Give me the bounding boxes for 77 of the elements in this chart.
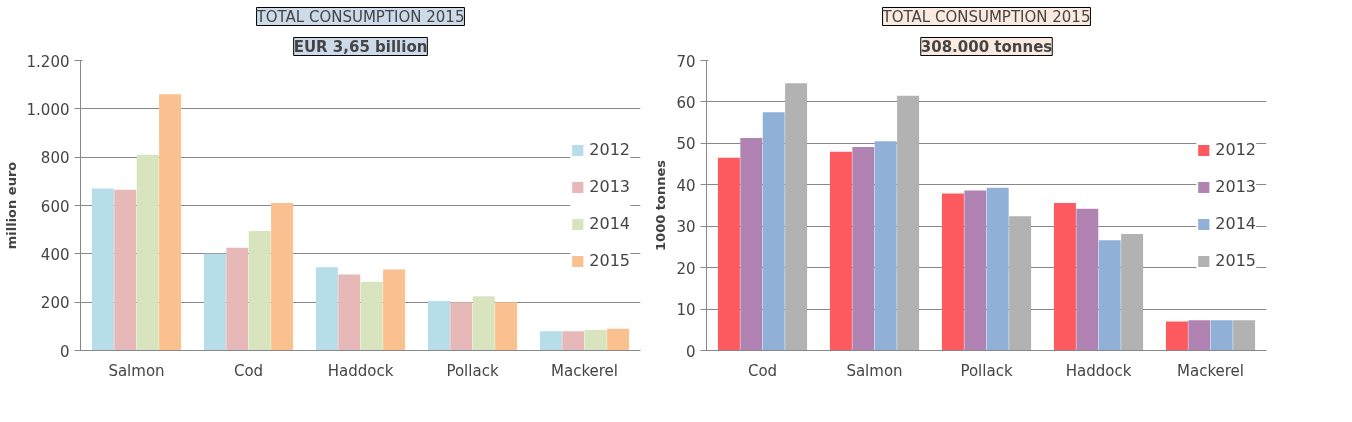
- y-tick-label: 0: [685, 342, 696, 361]
- bar: [495, 302, 518, 351]
- bar: [762, 112, 785, 351]
- legend-label: 2014: [589, 214, 630, 233]
- bar: [829, 151, 852, 351]
- bar: [852, 147, 875, 351]
- x-tick-label: Haddock: [1065, 361, 1132, 380]
- x-tick-label: Cod: [233, 361, 264, 380]
- x-tick-label: Salmon: [846, 361, 903, 380]
- y-tick-label: 600: [40, 197, 70, 216]
- y-tick-label: 400: [40, 245, 70, 264]
- bar: [248, 230, 271, 351]
- y-tick-label: 70: [676, 52, 696, 71]
- bar: [1165, 321, 1188, 351]
- bar: [271, 203, 294, 351]
- bar: [315, 267, 338, 351]
- x-tick-label: Salmon: [108, 361, 165, 380]
- bar: [539, 331, 562, 351]
- bar: [1210, 320, 1233, 351]
- bar: [1233, 320, 1256, 351]
- bar: [897, 95, 920, 351]
- bar: [964, 190, 987, 351]
- legend-label: 2012: [1215, 140, 1256, 159]
- bar: [584, 329, 607, 351]
- bar: [114, 189, 137, 351]
- bar: [874, 141, 897, 351]
- legend-label: 2015: [589, 251, 630, 270]
- bar: [159, 94, 182, 351]
- bar: [562, 331, 585, 351]
- bar: [1188, 320, 1211, 351]
- bar: [360, 281, 383, 351]
- x-tick-label: Pollack: [446, 361, 499, 380]
- bar: [91, 188, 114, 351]
- bar: [203, 253, 226, 351]
- x-tick-label: Haddock: [327, 361, 394, 380]
- y-axis-title: 1000 tonnes: [653, 159, 669, 251]
- bar: [1053, 203, 1076, 351]
- bar: [383, 269, 406, 351]
- bar: [427, 300, 450, 351]
- bar: [472, 296, 495, 351]
- bar: [136, 154, 159, 351]
- bar: [1098, 240, 1121, 351]
- y-tick-label: 0: [59, 342, 70, 361]
- y-tick-label: 1.200: [26, 52, 70, 71]
- legend-label: 2014: [1215, 214, 1256, 233]
- y-tick-label: 40: [676, 176, 696, 195]
- chart-subtitle: EUR 3,65 billion: [293, 37, 428, 56]
- legend-label: 2012: [589, 140, 630, 159]
- bar: [785, 83, 808, 351]
- y-tick-label: 10: [676, 301, 696, 320]
- y-tick-label: 800: [40, 149, 70, 168]
- x-tick-label: Mackerel: [551, 361, 618, 380]
- bar: [1076, 208, 1099, 351]
- bar: [740, 137, 763, 351]
- bar: [717, 157, 740, 351]
- y-tick-label: 30: [676, 218, 696, 237]
- y-tick-label: 60: [676, 93, 696, 112]
- x-tick-label: Cod: [747, 361, 778, 380]
- bar: [941, 193, 964, 351]
- x-tick-label: Pollack: [960, 361, 1013, 380]
- y-tick-label: 1.000: [26, 100, 70, 119]
- y-axis-title: million euro: [3, 161, 19, 250]
- legend-label: 2013: [589, 177, 630, 196]
- legend-label: 2015: [1215, 251, 1256, 270]
- legend-label: 2013: [1215, 177, 1256, 196]
- bar: [338, 274, 361, 351]
- bar: [450, 302, 473, 351]
- bar: [986, 187, 1009, 351]
- bar: [1121, 234, 1144, 351]
- bar: [1009, 216, 1032, 351]
- bar: [607, 328, 630, 351]
- y-tick-label: 20: [676, 259, 696, 278]
- x-tick-label: Mackerel: [1177, 361, 1244, 380]
- y-tick-label: 50: [676, 135, 696, 154]
- bar: [226, 247, 249, 351]
- y-tick-label: 200: [40, 294, 70, 313]
- chart-subtitle: 308.000 tonnes: [920, 37, 1053, 56]
